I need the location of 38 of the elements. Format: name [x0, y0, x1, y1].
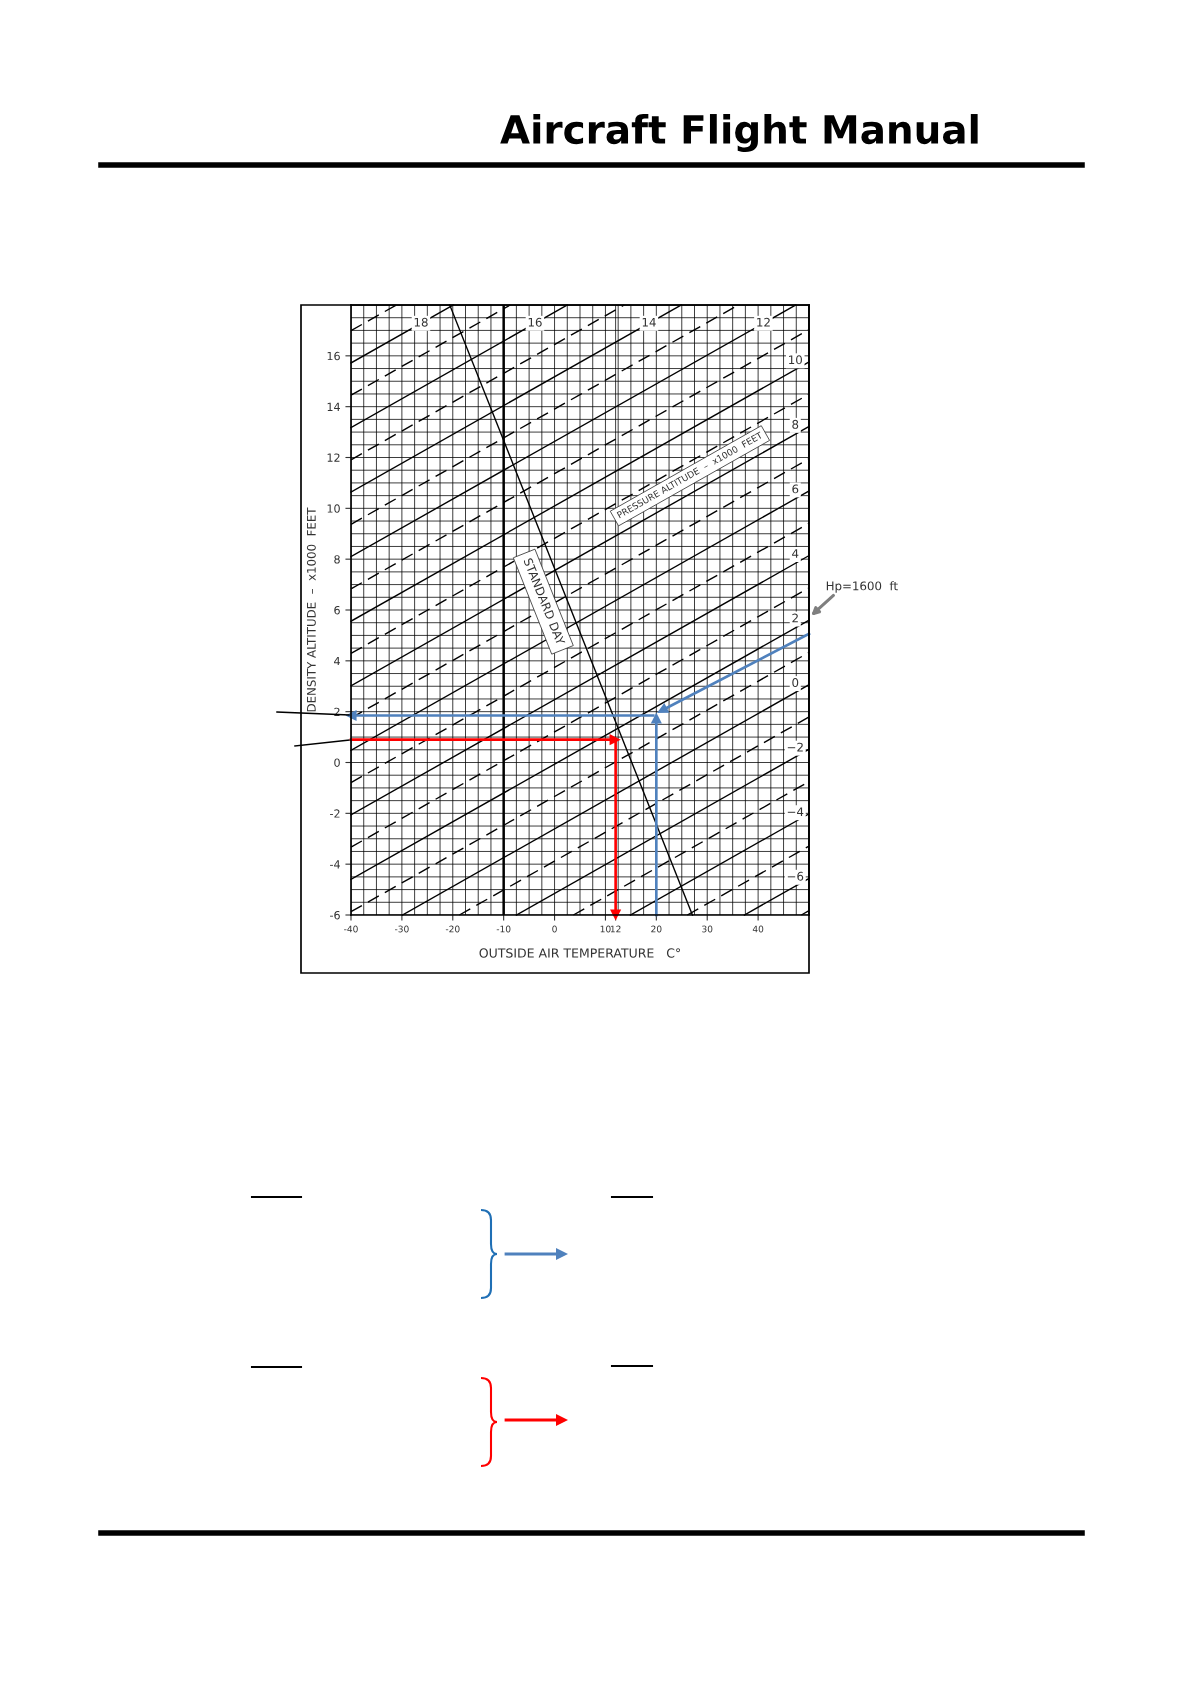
y-tick-label: -2	[330, 809, 340, 818]
x-tick-label: 0	[552, 925, 557, 933]
y-tick-label: 8	[334, 555, 340, 564]
y-axis-title: DENSITY ALTITUDE – x1000 FEET	[306, 507, 316, 712]
x-tick-label: -30	[394, 925, 409, 933]
y-tick-label: 0	[334, 758, 340, 767]
x-tick-label: -40	[344, 925, 358, 933]
series-label: −6	[787, 871, 804, 881]
x-tick-label: 12	[610, 925, 621, 933]
series-label: 6	[792, 484, 799, 494]
x-tick-label: 30	[702, 925, 713, 933]
y-tick-label: -6	[330, 910, 340, 920]
x-tick-label: -10	[496, 925, 511, 933]
y-tick-label: 4	[334, 656, 340, 666]
series-label: 10	[789, 355, 802, 365]
series-label: 16	[528, 317, 542, 327]
y-tick-label: 6	[334, 605, 340, 615]
series-label: 12	[757, 317, 770, 327]
y-tick-label: 16	[327, 351, 340, 361]
x-axis-title: OUTSIDE AIR TEMPERATURE C°	[479, 948, 681, 958]
series-label: −2	[787, 742, 803, 752]
y-tick-label: 12	[327, 453, 340, 462]
series-label: −4	[787, 807, 804, 816]
y-tick-label: 14	[327, 402, 340, 411]
x-tick-label: -20	[445, 925, 460, 933]
x-tick-label: 40	[752, 925, 764, 933]
x-tick-label: 20	[651, 925, 662, 933]
x-tick-label: 10	[600, 925, 611, 933]
series-label: 18	[414, 317, 428, 327]
chart-title: Aircraft Flight Manual	[500, 114, 978, 152]
y-tick-label: -4	[330, 860, 340, 869]
series-label: 8	[792, 419, 799, 429]
series-label: 4	[792, 549, 799, 558]
annotation: Hp=1600 ft	[826, 581, 898, 593]
y-tick-label: 10	[327, 504, 340, 513]
series-label: 14	[642, 317, 656, 327]
series-label: 2	[792, 613, 798, 623]
series-label: 0	[792, 678, 799, 688]
